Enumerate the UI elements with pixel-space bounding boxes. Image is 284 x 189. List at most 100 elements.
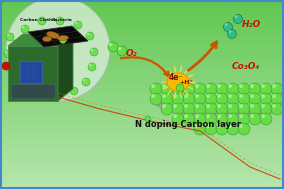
Ellipse shape <box>238 93 250 105</box>
Ellipse shape <box>249 83 261 95</box>
Bar <box>20 61 42 83</box>
Bar <box>0 85 284 86</box>
Ellipse shape <box>183 113 195 125</box>
Bar <box>0 180 284 181</box>
Ellipse shape <box>108 42 118 52</box>
Ellipse shape <box>205 93 217 105</box>
Ellipse shape <box>261 104 265 108</box>
Bar <box>0 45 284 46</box>
Ellipse shape <box>238 103 250 115</box>
Ellipse shape <box>227 93 239 105</box>
Ellipse shape <box>2 62 10 70</box>
Bar <box>0 97 284 98</box>
Ellipse shape <box>235 15 237 18</box>
Bar <box>0 140 284 141</box>
Bar <box>0 115 284 116</box>
Bar <box>0 73 284 74</box>
Ellipse shape <box>271 93 283 105</box>
Ellipse shape <box>194 103 206 115</box>
Ellipse shape <box>52 89 54 91</box>
Bar <box>0 94 284 95</box>
Ellipse shape <box>195 114 199 118</box>
Ellipse shape <box>238 83 250 95</box>
Ellipse shape <box>109 43 112 46</box>
Bar <box>0 2 284 3</box>
Ellipse shape <box>150 83 162 95</box>
Ellipse shape <box>228 124 232 128</box>
Bar <box>0 170 284 171</box>
Ellipse shape <box>89 64 91 66</box>
Bar <box>0 43 284 44</box>
Ellipse shape <box>195 124 199 128</box>
Ellipse shape <box>228 94 232 98</box>
Ellipse shape <box>238 113 250 125</box>
Bar <box>0 121 284 122</box>
Text: +H⁺: +H⁺ <box>179 80 193 85</box>
Bar <box>0 5 284 6</box>
FancyArrowPatch shape <box>188 42 217 70</box>
Ellipse shape <box>151 84 155 88</box>
Bar <box>0 163 284 164</box>
Ellipse shape <box>249 93 261 105</box>
Ellipse shape <box>272 104 276 108</box>
Bar <box>0 64 284 65</box>
Bar <box>0 39 284 40</box>
Bar <box>0 157 284 158</box>
Bar <box>0 129 284 130</box>
Bar <box>0 117 284 118</box>
Bar <box>0 47 284 48</box>
Ellipse shape <box>206 94 210 98</box>
Bar <box>0 13 284 14</box>
Bar <box>0 111 284 112</box>
Ellipse shape <box>87 33 89 35</box>
Bar <box>0 52 284 53</box>
Ellipse shape <box>217 104 221 108</box>
Ellipse shape <box>6 0 110 101</box>
Bar <box>0 38 284 39</box>
Bar <box>0 171 284 172</box>
Bar <box>0 51 284 52</box>
Bar <box>0 91 284 92</box>
Bar <box>0 188 284 189</box>
Bar <box>0 123 284 124</box>
Ellipse shape <box>250 114 254 118</box>
Bar <box>0 127 284 128</box>
Bar <box>0 22 284 23</box>
Bar <box>0 44 284 45</box>
Bar <box>0 75 284 76</box>
Bar <box>0 34 284 35</box>
Ellipse shape <box>13 41 15 43</box>
Ellipse shape <box>47 32 59 38</box>
Ellipse shape <box>4 50 12 58</box>
Bar <box>0 150 284 151</box>
Text: Carbon Cloth: Carbon Cloth <box>20 18 52 22</box>
Bar <box>0 155 284 156</box>
Bar <box>0 144 284 145</box>
Bar <box>0 92 284 93</box>
Bar <box>0 58 284 59</box>
Bar <box>0 151 284 152</box>
Bar <box>0 168 284 169</box>
Ellipse shape <box>161 83 173 95</box>
Bar <box>0 146 284 147</box>
Ellipse shape <box>261 94 265 98</box>
Bar <box>0 72 284 73</box>
Bar <box>0 15 284 16</box>
Bar <box>8 46 58 101</box>
Bar <box>0 80 284 81</box>
Bar <box>0 8 284 9</box>
Ellipse shape <box>217 124 221 128</box>
Ellipse shape <box>173 104 177 108</box>
Bar <box>0 46 284 47</box>
Ellipse shape <box>39 18 41 20</box>
Ellipse shape <box>205 83 217 95</box>
Ellipse shape <box>57 18 59 20</box>
Ellipse shape <box>227 29 237 39</box>
Ellipse shape <box>205 113 217 125</box>
Bar <box>0 108 284 109</box>
Bar <box>0 131 284 132</box>
Bar <box>0 0 284 1</box>
FancyArrowPatch shape <box>121 57 169 77</box>
Ellipse shape <box>74 21 82 29</box>
Bar <box>0 25 284 26</box>
